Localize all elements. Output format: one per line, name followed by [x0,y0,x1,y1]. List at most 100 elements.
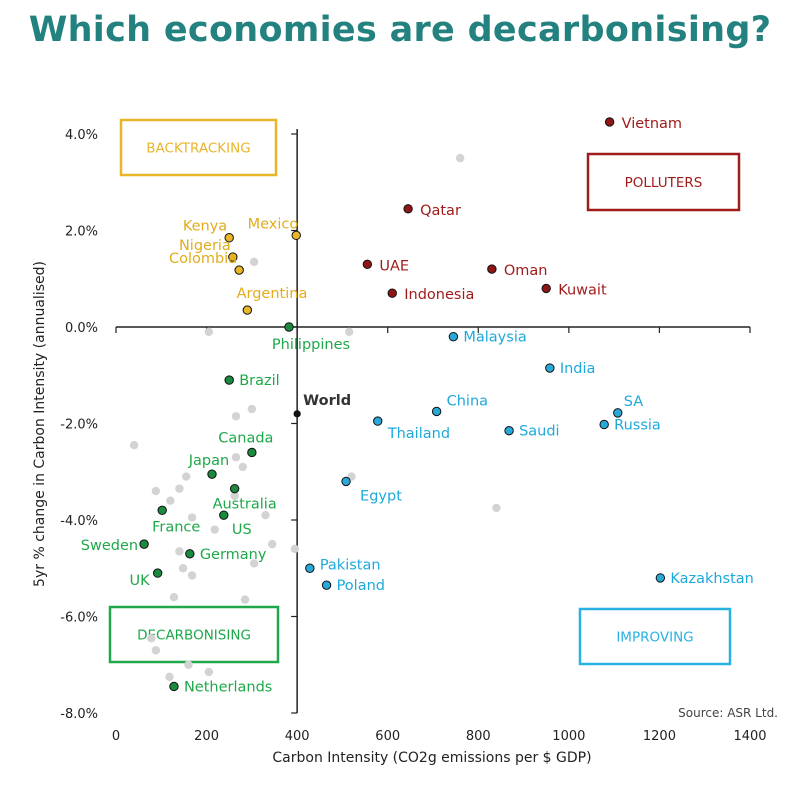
unlabeled-point [240,595,250,604]
unlabeled-point [249,257,259,267]
point-france [157,505,167,516]
label-brazil: Brazil [239,373,279,389]
unlabeled-point [184,660,193,669]
label-kuwait: Kuwait [558,282,607,298]
decarbonising-label: DECARBONISING [137,628,251,644]
label-netherlands: Netherlands [184,679,272,695]
unlabeled-point [231,453,241,462]
x-tick-label: 400 [285,729,310,744]
point-nigeria [228,252,238,262]
label-indonesia: Indonesia [404,287,474,303]
label-india: India [560,361,596,377]
unlabeled-point [249,559,259,568]
label-vietnam: Vietnam [622,116,682,132]
unlabeled-point [345,327,354,337]
y-tick-label: -8.0% [60,707,98,722]
point-us [219,510,229,520]
point-china [431,406,442,417]
x-tick-label: 0 [112,729,120,744]
label-malaysia: Malaysia [463,330,526,346]
unlabeled-point [455,153,465,163]
unlabeled-point [165,672,174,682]
point-qatar [403,204,413,214]
unlabeled-point [181,472,191,481]
label-thailand: Thailand [387,426,450,442]
polluters-box [586,152,741,212]
label-uae: UAE [379,258,409,274]
label-world: World [303,393,351,409]
point-saudi [504,426,514,436]
point-mexico [291,230,301,241]
point-egypt [341,476,351,487]
point-indonesia [387,288,397,298]
label-kazakhstan: Kazakhstan [670,571,754,587]
point-argentina [242,305,253,315]
label-egypt: Egypt [360,488,402,504]
unlabeled-point [147,634,156,643]
unlabeled-point [169,593,179,602]
unlabeled-point [151,486,161,496]
x-axis-title: Carbon Intensity (CO2g emissions per $ G… [272,750,591,766]
label-argentina: Argentina [237,286,308,302]
unlabeled-point [204,327,214,337]
point-oman [487,264,497,274]
y-tick-label: 2.0% [65,225,98,240]
unlabeled-point [230,491,239,501]
y-tick-label: -6.0% [60,611,98,626]
unlabeled-point [129,441,139,450]
chart-title: Which economies are decarbonising? [28,10,772,50]
point-philippines [284,322,294,332]
y-tick-label: 0.0% [65,321,98,336]
point-kazakhstan [655,573,666,583]
point-germany [185,549,195,559]
unlabeled-point [187,513,197,522]
axes: 4.0% 2.0% 0.0% -2.0% -4.0% -6.0% -8.0% 0 200 400 6… [60,128,766,744]
label-philippines: Philippines [272,337,350,353]
point-india [545,363,555,373]
quadrant-boxes: BACKTRACKING POLLUTERS DECARBONISING IMPROV… [108,118,741,666]
label-colombia: Colombia [169,251,237,267]
unlabeled-point [178,564,188,573]
x-tick-label: 600 [375,729,400,744]
label-russia: Russia [614,417,661,433]
point-sa [613,408,623,418]
point-netherlands [169,681,179,692]
label-canada: Canada [218,430,273,446]
point-poland [321,580,332,590]
label-qatar: Qatar [420,203,461,219]
unlabeled-point [166,496,175,505]
label-sweden: Sweden [81,538,138,554]
label-poland: Poland [337,578,385,594]
unlabeled-point [175,547,184,556]
unlabeled-point [247,404,257,414]
point-japan [207,469,217,479]
backtracking-label: BACKTRACKING [146,141,250,157]
polluters-label: POLLUTERS [625,175,703,191]
label-sa: SA [624,394,643,410]
point-uk [152,568,163,578]
point-canada [247,447,257,458]
unlabeled-point [210,525,219,534]
unlabeled-point [175,484,184,493]
unlabeled-point [187,571,197,580]
unlabeled-points [129,153,501,682]
label-germany: Germany [200,547,267,563]
improving-label: IMPROVING [616,630,693,646]
unlabeled-point [204,667,214,677]
unlabeled-point [290,544,300,554]
label-oman: Oman [504,263,548,279]
point-russia [599,419,609,430]
decarbonising-box [108,605,280,664]
x-tick-label: 800 [466,729,491,744]
unlabeled-point [231,412,241,421]
backtracking-box [119,118,278,177]
y-tick-label: -2.0% [60,418,98,433]
y-tick-label: 4.0% [65,128,98,143]
label-france: France [152,519,200,535]
unlabeled-point [261,510,270,520]
unlabeled-point [151,646,161,655]
unlabeled-point [492,503,501,513]
point-kenya [224,233,234,243]
point-australia [229,483,240,494]
